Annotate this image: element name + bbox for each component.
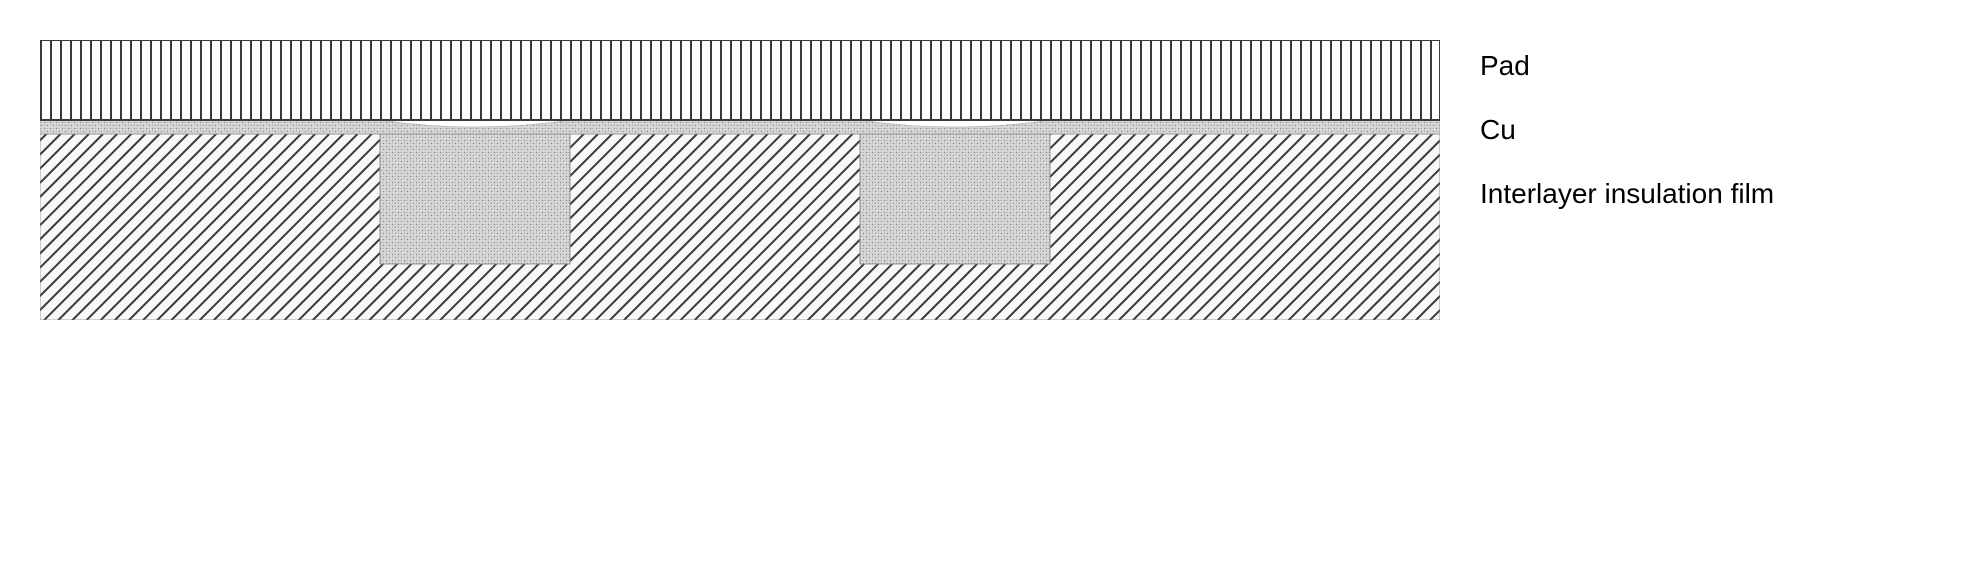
label-cu: Cu [1480,114,1774,146]
label-interlayer: Interlayer insulation film [1480,178,1774,210]
label-pad: Pad [1480,50,1774,82]
cross-section-diagram [40,40,1440,320]
diagram-svg [40,40,1440,320]
layer-labels: Pad Cu Interlayer insulation film [1480,40,1774,210]
